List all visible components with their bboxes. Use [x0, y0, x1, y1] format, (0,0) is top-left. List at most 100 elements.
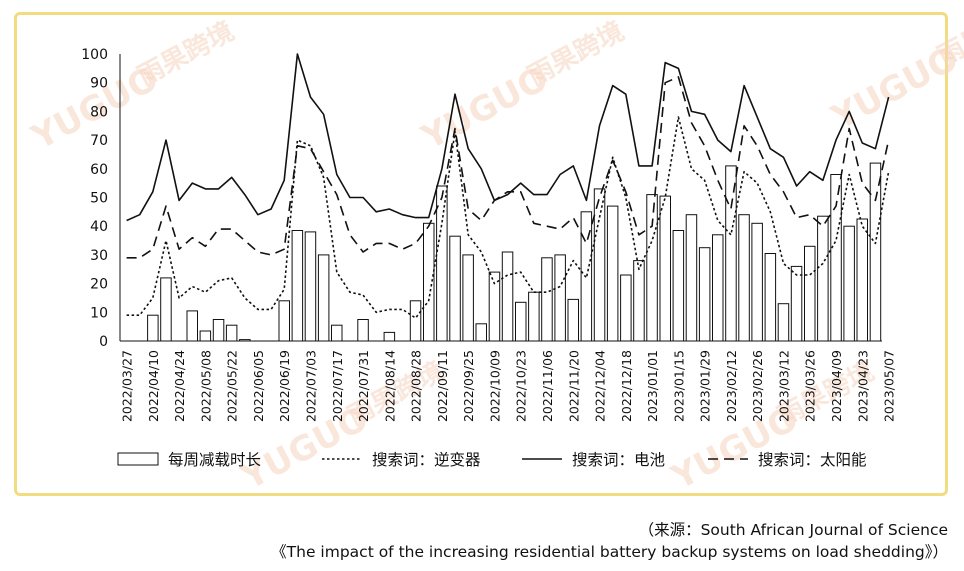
x-tick-labels: 2022/03/27 2022/04/10 2022/04/24 2022/05/08…	[120, 350, 897, 422]
legend-item: 搜索词：太阳能	[708, 451, 867, 469]
bar	[751, 222, 763, 342]
bar	[764, 253, 777, 342]
source-line-1: （来源：South African Journal of Science	[638, 521, 948, 539]
bar	[817, 215, 829, 342]
x-tick-label: 2022/09/25	[461, 350, 476, 422]
x-tick-label: 2023/03/26	[803, 350, 818, 422]
series-line-dotted	[126, 116, 890, 319]
bar	[712, 234, 724, 342]
x-tick-label: 2022/10/09	[487, 350, 502, 422]
y-tick-label: 80	[90, 104, 108, 120]
bar	[317, 254, 330, 342]
bar	[856, 218, 868, 342]
x-tick-label: 2022/08/14	[382, 350, 397, 422]
bar	[620, 274, 632, 342]
series-line-dashed	[126, 76, 890, 259]
bar	[475, 323, 487, 342]
bar	[843, 225, 855, 342]
y-tick-label: 100	[81, 47, 108, 63]
bar	[738, 214, 750, 342]
x-tick-label: 2022/04/24	[172, 350, 187, 422]
x-tick-label: 2022/05/22	[225, 350, 240, 422]
y-tick-label: 0	[99, 334, 108, 350]
legend-item: 搜索词：逆变器	[322, 451, 481, 469]
bar	[304, 231, 317, 342]
bar	[199, 330, 212, 342]
x-tick-label: 2022/07/17	[330, 350, 345, 422]
bar	[528, 291, 540, 342]
bar	[593, 188, 606, 342]
x-tick-label: 2023/01/29	[698, 350, 713, 422]
source-line-2: 《The impact of the increasing residentia…	[271, 543, 948, 561]
bar	[698, 247, 711, 342]
x-tick-label: 2022/12/18	[619, 350, 634, 422]
bar	[646, 194, 658, 342]
bar	[225, 324, 238, 342]
bar	[554, 254, 566, 342]
x-tick-label: 2022/04/10	[146, 350, 161, 422]
bar-series	[147, 162, 882, 342]
axes	[119, 54, 882, 342]
svg-text:雨果跨境: 雨果跨境	[133, 16, 239, 92]
y-tick-labels: 0 10 20 30 40 50 60 70 80 90 100	[81, 47, 108, 350]
source-citation: （来源：South African Journal of Science 《Th…	[271, 519, 948, 563]
bar	[790, 265, 803, 342]
y-tick-label: 30	[90, 248, 108, 264]
y-tick-label: 20	[90, 277, 108, 293]
y-tick-label: 40	[90, 219, 108, 235]
x-tick-label: 2022/07/31	[356, 350, 371, 422]
bar	[212, 319, 225, 342]
legend-label: 搜索词：太阳能	[758, 451, 867, 469]
legend-label: 搜索词：逆变器	[372, 451, 481, 469]
x-tick-label: 2022/09/11	[435, 350, 450, 422]
x-tick-label: 2022/11/20	[566, 350, 581, 422]
legend-item: 搜索词：电池	[522, 451, 665, 469]
legend-item: 每周减载时长	[117, 451, 261, 469]
bar	[278, 300, 290, 342]
bar	[147, 314, 159, 342]
bar	[515, 301, 527, 342]
y-tick-label: 60	[90, 162, 108, 178]
bar	[186, 310, 198, 342]
bar	[725, 165, 737, 342]
x-tick-label: 2022/05/08	[198, 350, 213, 422]
bar	[659, 195, 671, 342]
x-tick-label: 2022/03/27	[120, 350, 135, 422]
bar	[541, 257, 553, 342]
x-tick-label: 2023/02/26	[750, 350, 765, 422]
bar	[804, 245, 816, 342]
x-tick-label: 2022/08/28	[409, 350, 424, 422]
x-tick-label: 2023/04/23	[855, 350, 870, 422]
bar	[633, 260, 645, 342]
bar	[501, 251, 514, 342]
bar	[409, 300, 422, 342]
line-series	[126, 53, 890, 319]
x-tick-label: 2022/10/23	[514, 350, 529, 422]
legend-label: 搜索词：电池	[572, 451, 665, 469]
x-tick-label: 2022/07/03	[304, 350, 319, 422]
y-tick-label: 70	[90, 133, 108, 149]
y-tick-label: 50	[90, 191, 108, 207]
bar	[449, 235, 461, 342]
bar	[685, 214, 698, 342]
bar	[777, 303, 790, 342]
x-tick-label: 2022/06/19	[277, 350, 292, 422]
x-tick-label: 2023/05/07	[882, 350, 897, 422]
bar	[567, 298, 579, 342]
legend-swatch-bar	[117, 452, 159, 466]
x-tick-label: 2023/03/12	[776, 350, 791, 422]
svg-text:雨果跨境: 雨果跨境	[523, 16, 629, 92]
y-tick-label: 90	[90, 76, 108, 92]
y-tick-label: 10	[90, 305, 108, 321]
bar	[436, 185, 448, 342]
bar	[830, 174, 842, 342]
bar	[672, 230, 685, 342]
x-tick-label: 2022/12/04	[593, 350, 608, 422]
bar	[160, 277, 172, 342]
series-line-solid	[126, 53, 890, 222]
x-tick-label: 2022/11/06	[540, 350, 555, 422]
bar	[357, 319, 369, 342]
